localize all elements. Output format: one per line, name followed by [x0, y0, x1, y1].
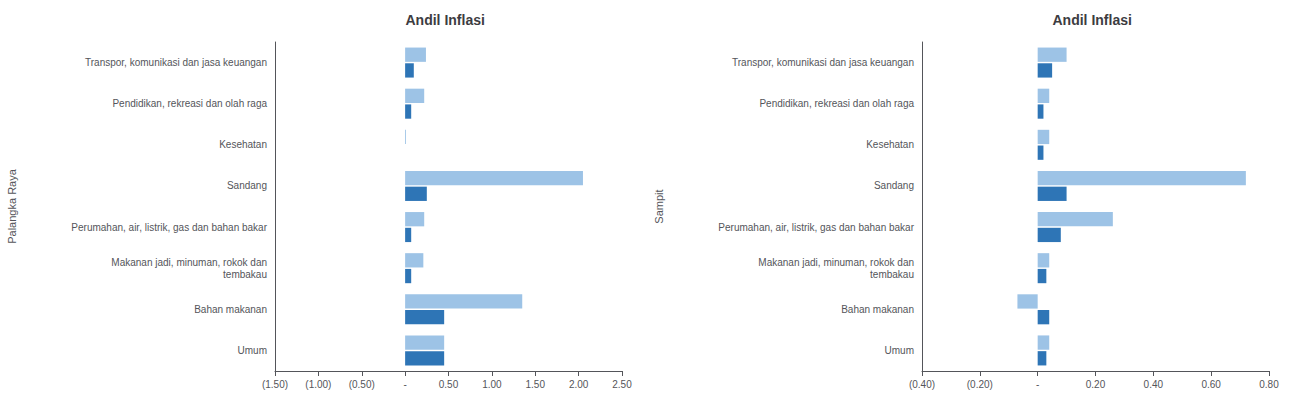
svg-text:0.40: 0.40	[1144, 379, 1164, 390]
svg-text:0.80: 0.80	[1259, 379, 1279, 390]
svg-text:(0.40): (0.40)	[909, 379, 935, 390]
svg-text:Pendidikan, rekreasi dan olah: Pendidikan, rekreasi dan olah raga	[112, 98, 267, 109]
svg-text:Umum: Umum	[238, 345, 267, 356]
svg-text:1.00: 1.00	[482, 379, 502, 390]
svg-text:2.00: 2.00	[569, 379, 589, 390]
svg-text:(0.50): (0.50)	[349, 379, 375, 390]
svg-text:Palangka Raya: Palangka Raya	[6, 168, 18, 243]
svg-text:Transpor, komunikasi dan jasa: Transpor, komunikasi dan jasa keuangan	[85, 57, 267, 68]
svg-text:Sampit: Sampit	[653, 189, 665, 223]
svg-text:Pendidikan, rekreasi dan olah: Pendidikan, rekreasi dan olah raga	[759, 98, 914, 109]
svg-text:1.50: 1.50	[526, 379, 546, 390]
svg-text:tembakau: tembakau	[223, 269, 267, 280]
svg-text:tembakau: tembakau	[870, 269, 914, 280]
svg-text:(1.50): (1.50)	[262, 379, 288, 390]
svg-text:Bahan makanan: Bahan makanan	[841, 304, 914, 315]
svg-text:Makanan jadi, minuman, rokok d: Makanan jadi, minuman, rokok dan	[111, 257, 267, 268]
svg-text:Perumahan, air, listrik, gas d: Perumahan, air, listrik, gas dan bahan b…	[71, 222, 267, 233]
svg-text:Transpor, komunikasi dan jasa: Transpor, komunikasi dan jasa keuangan	[732, 57, 914, 68]
svg-text:Makanan jadi, minuman, rokok d: Makanan jadi, minuman, rokok dan	[758, 257, 914, 268]
svg-text:Sandang: Sandang	[227, 180, 267, 191]
svg-text:(0.20): (0.20)	[967, 379, 993, 390]
svg-text:0.20: 0.20	[1086, 379, 1106, 390]
svg-text:2.50: 2.50	[612, 379, 632, 390]
svg-text:-: -	[403, 379, 406, 390]
svg-text:Kesehatan: Kesehatan	[219, 139, 267, 150]
svg-text:Andil Inflasi: Andil Inflasi	[1053, 12, 1132, 28]
svg-text:Perumahan, air, listrik, gas d: Perumahan, air, listrik, gas dan bahan b…	[718, 222, 914, 233]
svg-text:0.50: 0.50	[439, 379, 459, 390]
svg-text:Umum: Umum	[885, 345, 914, 356]
svg-text:(1.00): (1.00)	[305, 379, 331, 390]
svg-text:-: -	[1036, 379, 1039, 390]
svg-text:0.60: 0.60	[1201, 379, 1221, 390]
svg-text:Sandang: Sandang	[874, 180, 914, 191]
svg-text:Kesehatan: Kesehatan	[866, 139, 914, 150]
svg-text:Andil Inflasi: Andil Inflasi	[406, 12, 485, 28]
svg-text:Bahan makanan: Bahan makanan	[194, 304, 267, 315]
